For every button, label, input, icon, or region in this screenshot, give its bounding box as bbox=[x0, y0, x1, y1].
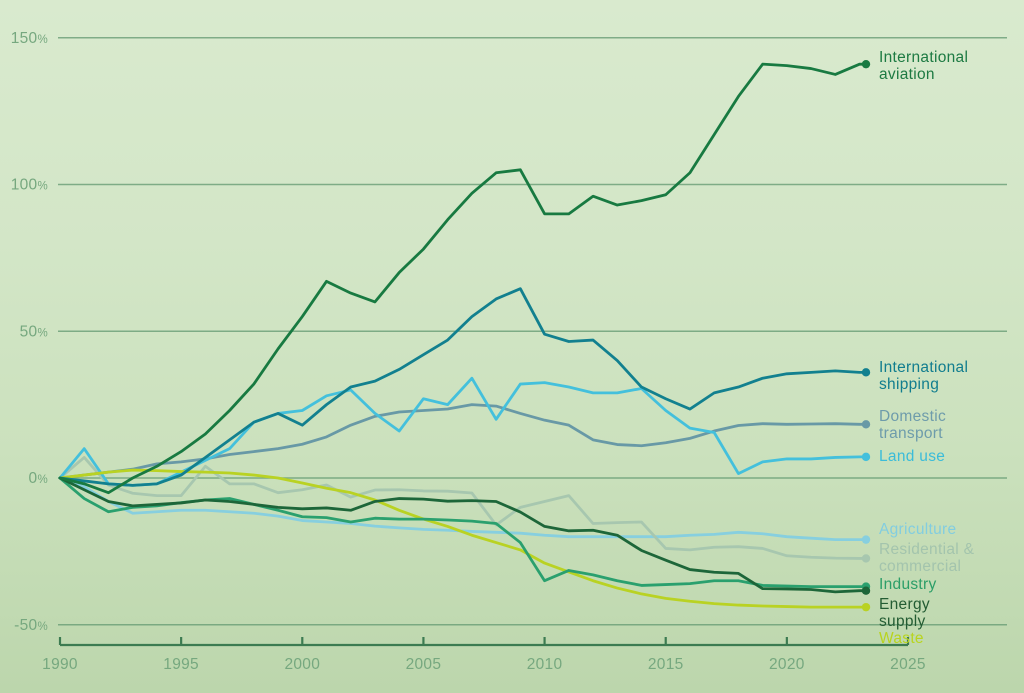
series-label-energy-supply: Energy supply bbox=[879, 596, 930, 630]
series-line-land-use bbox=[58, 376, 868, 487]
y-tick-label--50: -50% bbox=[14, 617, 48, 634]
series-end-dot-waste bbox=[861, 602, 871, 612]
series-line-waste bbox=[58, 468, 868, 609]
series-label-land-use: Land use bbox=[879, 448, 945, 465]
series-label-international-shipping: International shipping bbox=[879, 359, 968, 393]
x-tick-label-2015: 2015 bbox=[648, 656, 684, 673]
series-end-dot-domestic-transport bbox=[861, 420, 871, 429]
x-axis bbox=[58, 637, 910, 647]
series-line-agriculture bbox=[58, 476, 868, 542]
series-end-dot-land-use bbox=[861, 452, 871, 462]
series-line-domestic-transport bbox=[58, 403, 868, 480]
series-line-energy-supply bbox=[58, 476, 868, 594]
x-tick-label-2025: 2025 bbox=[890, 656, 926, 673]
x-tick-label-2000: 2000 bbox=[284, 656, 320, 673]
x-tick-label-1995: 1995 bbox=[163, 656, 199, 673]
series-end-dot-energy-supply bbox=[861, 586, 871, 595]
series-line-residential-commercial bbox=[58, 456, 868, 560]
y-tick-label-150: 150% bbox=[11, 30, 48, 47]
y-tick-label-100: 100% bbox=[11, 177, 48, 194]
series-end-dot-residential-commercial bbox=[861, 554, 871, 563]
series-label-domestic-transport: Domestic transport bbox=[879, 408, 946, 442]
y-tick-label-50: 50% bbox=[20, 323, 48, 340]
series-label-residential-commercial: Residential & commercial bbox=[879, 541, 975, 575]
y-axis-tick-labels: 150% 100% 50% 0% -50% bbox=[11, 30, 48, 634]
series-end-dot-international-aviation bbox=[861, 59, 871, 69]
x-tick-label-2005: 2005 bbox=[406, 656, 442, 673]
series-line-international-aviation bbox=[58, 62, 868, 495]
series-label-agriculture: Agriculture bbox=[879, 521, 956, 538]
series-end-dot-international-shipping bbox=[861, 368, 871, 377]
x-tick-label-1990: 1990 bbox=[42, 656, 78, 673]
series-line-international-shipping bbox=[58, 287, 868, 487]
x-tick-label-2020: 2020 bbox=[769, 656, 805, 673]
series-label-industry: Industry bbox=[879, 576, 937, 593]
series-lines bbox=[58, 59, 871, 612]
series-end-dot-agriculture bbox=[861, 535, 871, 544]
x-axis-tick-labels: 1990 1995 2000 2005 2010 2015 2020 2025 bbox=[42, 656, 926, 673]
y-tick-label-0: 0% bbox=[29, 470, 48, 487]
series-label-waste: Waste bbox=[879, 630, 924, 647]
x-tick-label-2010: 2010 bbox=[527, 656, 563, 673]
series-label-international-aviation: International aviation bbox=[879, 49, 968, 83]
gridlines bbox=[58, 37, 1007, 626]
series-end-labels: International aviation International shippi… bbox=[879, 49, 975, 647]
